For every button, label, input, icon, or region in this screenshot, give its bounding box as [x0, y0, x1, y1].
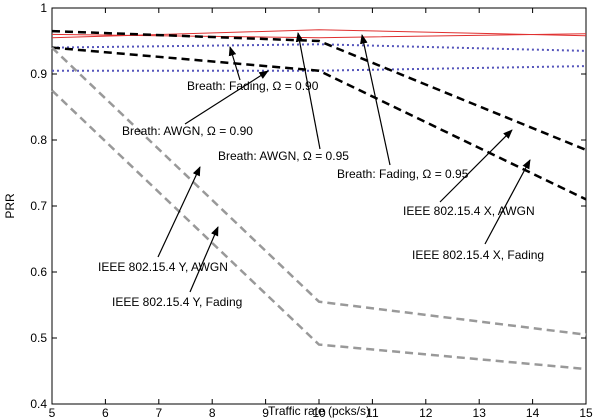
- annotation-arrow: [189, 226, 219, 293]
- annotation: Breath: AWGN, Ω = 0.90: [122, 124, 253, 138]
- x-tick-label: 9: [262, 406, 269, 420]
- annotation: IEEE 802.15.4 Y, Fading: [112, 295, 242, 309]
- y-tick-label: 0.4: [30, 397, 47, 411]
- annotation: Breath: Fading, Ω = 0.95: [337, 167, 469, 181]
- annotation-arrow: [439, 129, 513, 203]
- y-axis-label: PRR: [3, 193, 17, 219]
- series-line: [51, 43, 587, 52]
- series-line: [51, 46, 587, 336]
- series-line: [51, 89, 587, 371]
- x-tick-label: 15: [579, 406, 593, 420]
- annotation-arrow: [228, 46, 241, 81]
- series-line: [51, 46, 587, 201]
- x-tick-label: 8: [209, 406, 216, 420]
- annotation: Breath: AWGN, Ω = 0.95: [218, 149, 349, 163]
- x-axis-label: Traffic rate (pcks/s): [268, 404, 370, 418]
- x-tick-label: 11: [366, 406, 379, 420]
- y-tick-label: 0.9: [30, 67, 47, 81]
- annotation: IEEE 802.15.4 X, AWGN: [403, 204, 535, 218]
- annotation: IEEE 802.15.4 X, Fading: [412, 248, 544, 262]
- y-tick-label: 0.6: [30, 265, 47, 279]
- annotation-arrow: [484, 159, 531, 245]
- annotation-arrow: [295, 32, 321, 150]
- annotation-arrow: [157, 166, 201, 258]
- series-line: [51, 33, 587, 39]
- x-tick-label: 7: [155, 406, 162, 420]
- y-tick-label: 0.7: [30, 199, 47, 213]
- annotation: Breath: Fading, Ω = 0.90: [187, 79, 319, 93]
- x-tick-label: 6: [102, 406, 109, 420]
- annotation-arrow: [360, 34, 391, 166]
- annotation: IEEE 802.15.4 Y, AWGN: [98, 260, 228, 274]
- annotation-arrow: [184, 70, 269, 125]
- series-line: [51, 29, 587, 152]
- y-tick-label: 0.8: [30, 133, 47, 147]
- y-tick-label: 1: [40, 1, 47, 15]
- x-tick-label: 5: [49, 406, 56, 420]
- x-tick-label: 12: [419, 406, 433, 420]
- x-tick-label: 13: [473, 406, 487, 420]
- x-tick-label: 14: [526, 406, 540, 420]
- x-tick-label: 10: [312, 406, 326, 420]
- y-tick-label: 0.5: [30, 331, 47, 345]
